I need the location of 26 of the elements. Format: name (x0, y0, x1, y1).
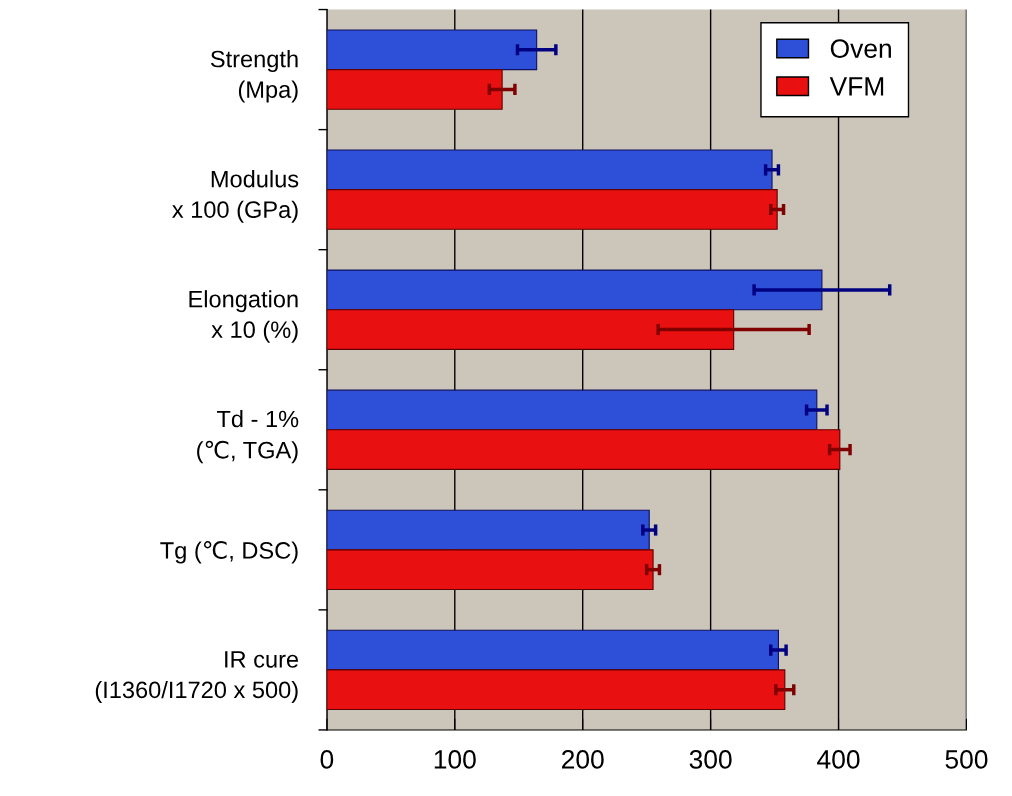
bar (326, 669, 786, 711)
y-tick-label: Elongation x 10 (%) (189, 290, 298, 343)
bar (326, 189, 778, 230)
y-tick-label: Strength (Mpa) (210, 50, 298, 103)
y-tick-label: Tg (℃, DSC) (160, 541, 298, 564)
bar (326, 69, 503, 110)
bar (326, 429, 841, 470)
bar (326, 309, 735, 350)
x-tick-label: 300 (689, 750, 732, 769)
y-tick-label: Modulus x 100 (GPa) (172, 170, 299, 223)
legend-label: VFM (829, 77, 884, 96)
bar (326, 509, 650, 551)
x-tick-label: 100 (434, 750, 476, 769)
bar (326, 149, 773, 191)
bar (326, 629, 779, 671)
y-tick-label: Td - 1% (℃, TGA) (197, 410, 299, 464)
bar (326, 29, 538, 71)
y-tick-label: IR cure (I1360/I1720 x 500) (95, 651, 299, 703)
bar (326, 389, 818, 431)
x-tick-label: 0 (320, 750, 334, 769)
legend-label: Oven (830, 39, 891, 58)
bar (326, 269, 823, 311)
x-tick-label: 200 (562, 750, 604, 769)
x-tick-label: 500 (945, 750, 988, 769)
bar (326, 549, 654, 591)
x-tick-label: 400 (817, 750, 860, 769)
